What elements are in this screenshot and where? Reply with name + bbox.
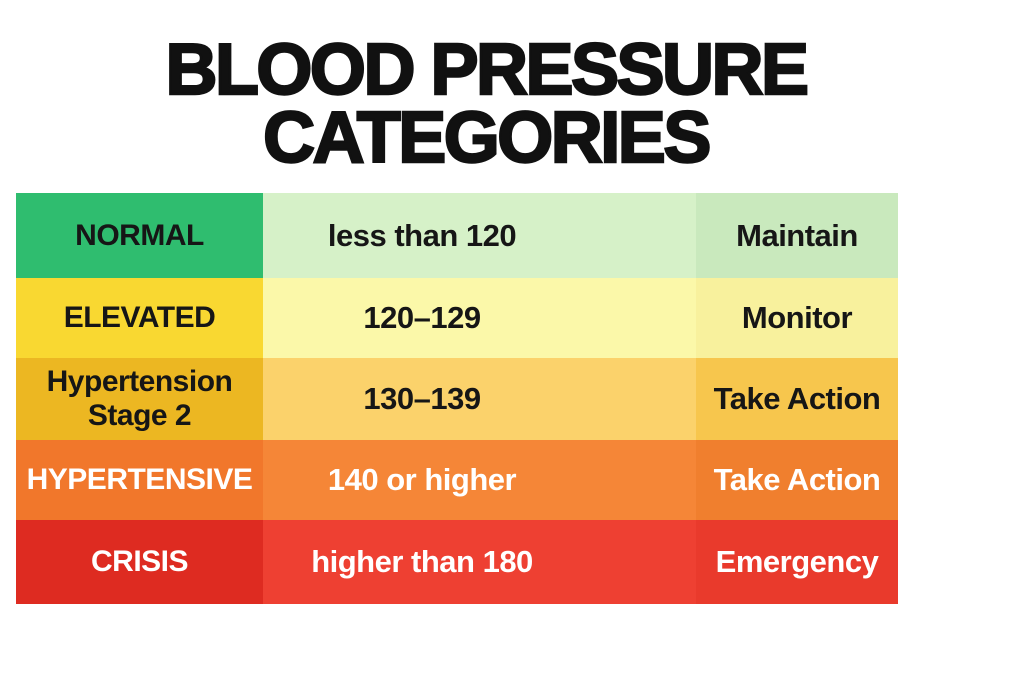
category-cell: ELEVATED [16,278,263,358]
category-cell: HYPERTENSIVE [16,440,263,520]
action-cell: Take Action [696,358,898,440]
category-cell: Hypertension Stage 2 [16,358,263,440]
category-cell: NORMAL [16,193,263,278]
table-row-crisis: CRISIS higher than 180 Emergency [16,520,898,604]
table-row-elevated: ELEVATED 120–129 Monitor [16,278,898,358]
page-title: BLOOD PRESSURE CATEGORIES [0,30,972,178]
action-cell: Maintain [696,193,898,278]
bp-category-table: NORMAL less than 120 Maintain ELEVATED 1… [16,193,898,604]
range-cell: less than 120 [263,193,696,278]
range-cell: 120–129 [263,278,696,358]
title-line-1: BLOOD PRESSURE [164,30,810,110]
table-row-normal: NORMAL less than 120 Maintain [16,193,898,278]
table-row-hypertension-stage-2: Hypertension Stage 2 130–139 Take Action [16,358,898,440]
action-cell: Take Action [696,440,898,520]
range-cell: higher than 180 [263,520,696,604]
category-cell: CRISIS [16,520,263,604]
action-cell: Emergency [696,520,898,604]
action-cell: Monitor [696,278,898,358]
title-line-2: CATEGORIES [262,98,713,178]
range-cell: 130–139 [263,358,696,440]
table-row-hypertensive: HYPERTENSIVE 140 or higher Take Action [16,440,898,520]
range-cell: 140 or higher [263,440,696,520]
